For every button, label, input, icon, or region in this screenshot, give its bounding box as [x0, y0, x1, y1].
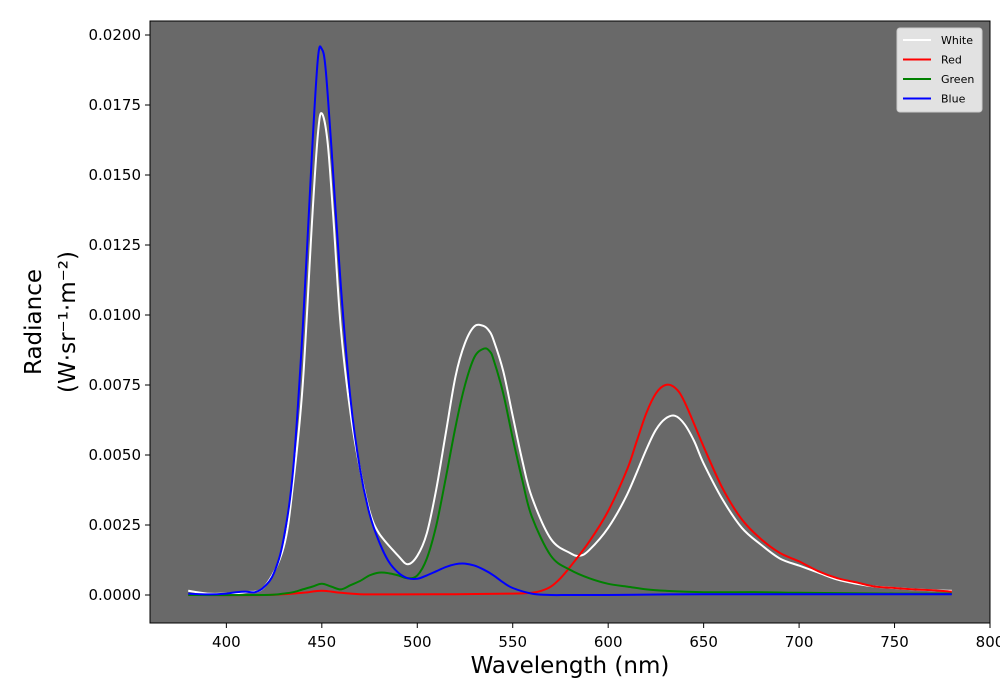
x-tick-label: 750 — [880, 633, 909, 651]
plot-frame — [149, 20, 991, 624]
y-tick-label: 0.0000 — [89, 586, 142, 604]
series-line-white — [188, 112, 952, 595]
y-tick-label: 0.0125 — [89, 236, 142, 254]
series-line-blue — [188, 45, 952, 597]
series-line-red — [188, 383, 952, 597]
y-axis-ticks: 0.0000 0.0025 0.0050 0.0075 0.0100 0.0125 0.01… — [89, 26, 150, 604]
x-axis-ticks: 400 450 500 550 600 650 700 750 800 — [212, 623, 1000, 651]
legend-label-green: Green — [941, 73, 974, 86]
legend-label-white: White — [941, 34, 973, 47]
x-tick-label: 650 — [689, 633, 718, 651]
x-tick-label: 400 — [212, 633, 241, 651]
y-tick-label: 0.0150 — [89, 166, 142, 184]
x-tick-label: 500 — [403, 633, 432, 651]
series-layer — [188, 45, 952, 597]
x-axis-label: Wavelength (nm) — [471, 653, 670, 679]
legend-label-red: Red — [941, 54, 962, 67]
plot-area — [150, 21, 990, 623]
y-tick-label: 0.0200 — [89, 26, 142, 44]
series-line-green — [188, 347, 952, 597]
y-tick-label: 0.0075 — [89, 376, 142, 394]
legend: White Red Green Blue — [896, 27, 983, 113]
x-tick-label: 600 — [594, 633, 623, 651]
x-tick-label: 450 — [307, 633, 336, 651]
y-tick-label: 0.0025 — [89, 516, 142, 534]
x-tick-label: 550 — [498, 633, 527, 651]
x-tick-label: 700 — [785, 633, 814, 651]
x-tick-label: 800 — [976, 633, 1000, 651]
y-axis-label-line2: (W·sr⁻¹·m⁻²) — [55, 251, 81, 393]
y-axis-label: Radiance (W·sr⁻¹·m⁻²) — [21, 251, 81, 393]
y-tick-label: 0.0100 — [89, 306, 142, 324]
y-tick-label: 0.0050 — [89, 446, 142, 464]
y-tick-label: 0.0175 — [89, 96, 142, 114]
y-axis-label-line1: Radiance — [21, 269, 47, 375]
legend-box — [896, 27, 983, 113]
legend-label-blue: Blue — [941, 93, 966, 106]
